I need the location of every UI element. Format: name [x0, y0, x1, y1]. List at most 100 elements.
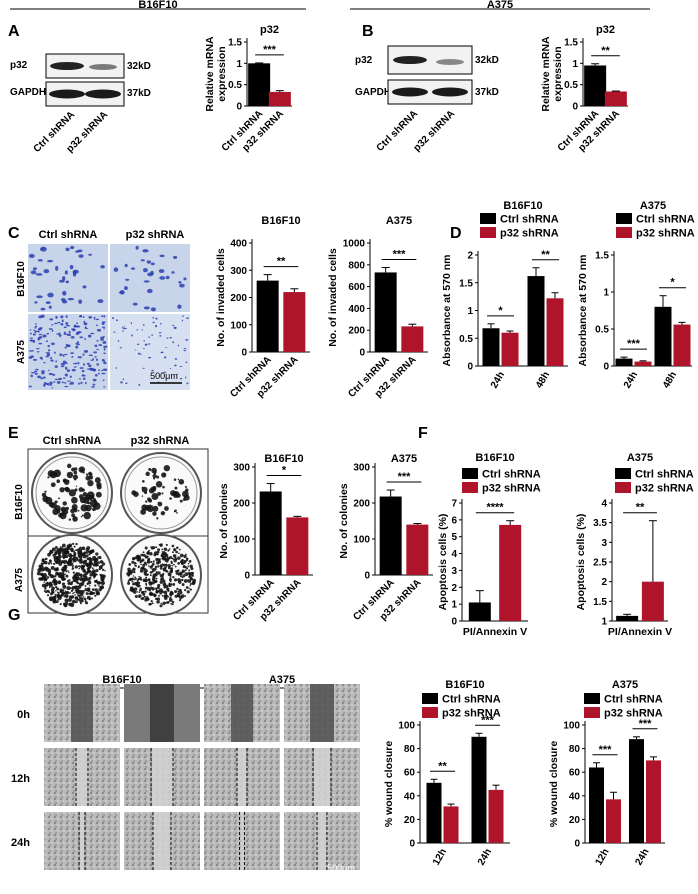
significance-label: ****: [486, 502, 504, 514]
significance-label: **: [277, 256, 286, 268]
legend-label: Ctrl shRNA: [604, 694, 663, 706]
y-tick-label: 200: [348, 326, 365, 337]
bar: [527, 276, 545, 366]
wound-row-label: 24h: [11, 837, 30, 849]
y-tick-label: 0: [603, 362, 609, 373]
bar: [615, 358, 633, 366]
invasion-scale-bar: 500μm: [150, 371, 178, 381]
y-tick-label: 6: [451, 515, 457, 526]
blot-b-gapdh-label: GAPDH: [355, 87, 391, 98]
bar: [401, 326, 424, 352]
legend-swatch: [584, 693, 600, 704]
legend-label: Ctrl shRNA: [500, 214, 559, 226]
bar: [616, 615, 639, 621]
bar: [546, 298, 564, 366]
y-tick-label: 400: [230, 239, 247, 250]
y-tick-label: 3: [451, 566, 457, 577]
x-axis-label: PI/Annexin V: [463, 626, 527, 638]
legend-label: p32 shRNA: [635, 483, 694, 495]
legend-swatch: [422, 707, 438, 718]
chart-title: p32: [596, 24, 615, 36]
y-tick-label: 3: [601, 538, 607, 549]
y-tick-label: 0: [574, 839, 580, 850]
chart-pd1: B16F10 0 0.5 1 1.5 2 Absorbance at 570 nm * 24h *…: [441, 200, 568, 390]
significance-label: ***: [393, 249, 407, 261]
legend: Ctrl shRNA p32 shRNA: [422, 693, 501, 720]
panel-label-e: E: [8, 425, 19, 442]
chart-title: B16F10: [445, 679, 484, 691]
legend-label: p32 shRNA: [500, 228, 559, 240]
y-axis-label: Relative mRNAexpression: [204, 36, 228, 112]
y-tick-label: 200: [230, 293, 247, 304]
x-tick-label: 24h: [622, 370, 640, 390]
y-tick-label: 4: [601, 499, 607, 510]
y-tick-label: 40: [404, 791, 416, 802]
significance-label: **: [438, 760, 447, 772]
y-tick-label: 0: [467, 362, 473, 373]
legend: Ctrl shRNA p32 shRNA: [616, 213, 695, 240]
header-b16f10: B16F10: [138, 0, 177, 11]
colony-row-a375: A375: [14, 568, 25, 592]
blot-a-32kd: 32kD: [127, 61, 151, 72]
panel-label-b: B: [362, 23, 374, 40]
y-tick-label: 2: [467, 251, 473, 262]
bar: [248, 63, 271, 106]
y-tick-label: 100: [230, 320, 247, 331]
y-tick-label: 4: [451, 549, 457, 560]
significance-label: **: [601, 45, 610, 57]
x-tick-label: 24h: [489, 370, 507, 390]
header-a375: A375: [487, 0, 513, 11]
y-tick-label: 0: [244, 571, 250, 582]
wound-images: B16F10A375CtrlshRNAp32shRNACtrlshRNAp32s…: [11, 674, 360, 875]
y-tick-label: 1.5: [564, 38, 578, 49]
bar: [406, 524, 429, 575]
legend-label: Ctrl shRNA: [635, 469, 694, 481]
y-tick-label: 0: [451, 617, 457, 628]
significance-label: ***: [481, 714, 495, 726]
y-tick-label: 100: [353, 535, 370, 546]
wound-row-label: 0h: [17, 709, 30, 721]
y-tick-label: 200: [353, 499, 370, 510]
wound-group-a375: A375: [269, 674, 295, 686]
wound-scale-bar: 500μm: [327, 863, 355, 873]
bar: [499, 524, 522, 621]
chart-title: A375: [386, 215, 412, 227]
significance-label: *: [282, 465, 287, 477]
legend-swatch: [615, 468, 631, 479]
legend: Ctrl shRNA p32 shRNA: [480, 213, 559, 240]
significance-label: *: [670, 277, 675, 289]
chart-title: B16F10: [503, 200, 542, 212]
y-tick-label: 0: [572, 102, 578, 113]
panel-label-f: F: [418, 425, 428, 442]
y-axis-label: No. of invaded cells: [327, 248, 339, 347]
bar: [374, 272, 397, 352]
y-tick-label: 100: [398, 721, 415, 732]
invasion-row-a375: A375: [16, 340, 27, 364]
legend-swatch: [462, 482, 478, 493]
chart-pc2: A375 0 200 400 600 800 1000 No. of invaded cell…: [327, 215, 428, 400]
legend-label: p32 shRNA: [604, 708, 663, 720]
colony-images: Ctrl shRNA p32 shRNA B16F10 A375: [14, 435, 209, 616]
bar: [426, 782, 442, 843]
blot-a-p32-label: p32: [10, 60, 28, 71]
bar: [482, 328, 500, 366]
significance-label: *: [498, 305, 503, 317]
significance-label: ***: [599, 744, 613, 756]
bar: [606, 799, 621, 843]
y-tick-label: 1.5: [228, 38, 242, 49]
y-tick-label: 800: [348, 260, 365, 271]
legend-label: Ctrl shRNA: [482, 469, 541, 481]
x-tick-label: 48h: [661, 370, 679, 390]
legend-swatch: [480, 227, 496, 238]
y-tick-label: 2.5: [593, 558, 607, 569]
colony-row-b16f10: B16F10: [14, 484, 25, 520]
y-tick-label: 300: [233, 463, 250, 474]
y-tick-label: 300: [353, 463, 370, 474]
chart-title: A375: [612, 679, 638, 691]
y-tick-label: 100: [563, 721, 580, 732]
legend-label: Ctrl shRNA: [442, 694, 501, 706]
y-axis-label: Absorbance at 570 nm: [577, 254, 589, 366]
blot-b-37kd: 37kD: [475, 87, 499, 98]
chart-pg2: A375 0 20 40 60 80 100% wound closure *** 12h ***…: [548, 679, 665, 867]
